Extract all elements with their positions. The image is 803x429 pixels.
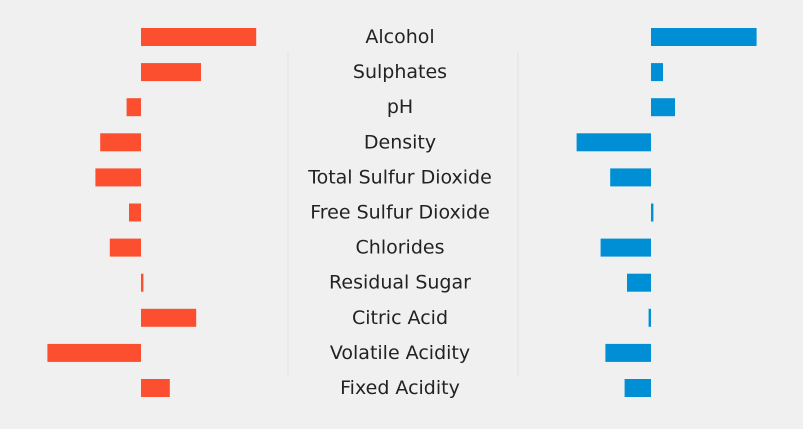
right-bars-group <box>576 28 757 397</box>
category-label-density: Density <box>364 131 436 153</box>
bar-left-citric-acid <box>141 308 197 327</box>
category-label-alcohol: Alcohol <box>365 26 434 48</box>
bar-right-residual-sugar <box>627 273 651 292</box>
category-label-free-sulfur-dioxide: Free Sulfur Dioxide <box>310 202 490 224</box>
bar-right-fixed-acidity <box>624 379 651 397</box>
bar-left-ph <box>126 98 141 117</box>
bar-left-chlorides <box>109 238 141 257</box>
bar-right-total-sulfur-dioxide <box>610 168 651 187</box>
bar-left-total-sulfur-dioxide <box>95 168 141 187</box>
bar-left-residual-sugar <box>141 273 144 292</box>
category-label-total-sulfur-dioxide: Total Sulfur Dioxide <box>307 166 492 188</box>
bar-left-sulphates <box>141 63 201 82</box>
bar-left-alcohol <box>141 28 257 46</box>
category-label-residual-sugar: Residual Sugar <box>329 272 471 294</box>
bar-right-sulphates <box>651 63 663 82</box>
bar-right-free-sulfur-dioxide <box>651 203 654 222</box>
category-labels-group: Alcohol Sulphates pH Density Total Sulfur Di… <box>307 26 492 399</box>
category-label-sulphates: Sulphates <box>353 61 447 83</box>
bar-right-citric-acid <box>648 308 651 327</box>
category-label-chlorides: Chlorides <box>356 237 445 259</box>
bar-right-ph <box>651 98 675 117</box>
bar-left-fixed-acidity <box>141 379 170 397</box>
category-label-citric-acid: Citric Acid <box>352 307 448 329</box>
bar-right-chlorides <box>600 238 651 257</box>
bar-left-free-sulfur-dioxide <box>129 203 141 222</box>
left-bars-group <box>47 28 257 397</box>
bar-right-density <box>576 133 651 152</box>
category-label-volatile-acidity: Volatile Acidity <box>330 342 470 364</box>
category-label-ph: pH <box>387 96 413 118</box>
bar-right-alcohol <box>651 28 757 46</box>
category-label-fixed-acidity: Fixed Acidity <box>340 377 460 399</box>
bar-right-volatile-acidity <box>605 343 651 362</box>
bar-left-volatile-acidity <box>47 343 141 362</box>
bar-left-density <box>100 133 141 152</box>
